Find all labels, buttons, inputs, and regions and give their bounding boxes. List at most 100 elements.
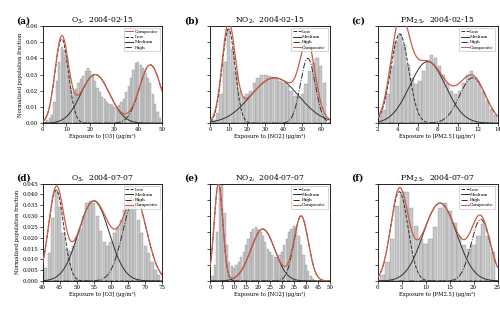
Bar xyxy=(157,275,160,281)
Bar xyxy=(156,112,158,123)
Bar xyxy=(446,83,450,123)
Bar xyxy=(212,120,216,123)
X-axis label: Exposure to [PM2.5] (μg/m³): Exposure to [PM2.5] (μg/m³) xyxy=(400,134,476,139)
Bar xyxy=(462,245,466,281)
Title: NO$_2$,  2004-02-15: NO$_2$, 2004-02-15 xyxy=(236,14,304,26)
Bar xyxy=(406,65,409,123)
Bar xyxy=(120,220,123,281)
Bar xyxy=(312,63,315,123)
Bar xyxy=(402,45,406,123)
Bar xyxy=(286,86,289,123)
Bar xyxy=(82,76,84,123)
Bar xyxy=(249,91,252,123)
Bar xyxy=(80,79,82,123)
Legend: Composite, Low, Medium, High: Composite, Low, Medium, High xyxy=(124,28,160,51)
Bar xyxy=(450,91,454,123)
Bar xyxy=(212,276,214,281)
Bar xyxy=(260,232,262,281)
Bar xyxy=(288,232,290,281)
Bar xyxy=(137,62,140,123)
Bar xyxy=(476,235,480,281)
Bar xyxy=(312,279,314,281)
Bar xyxy=(130,203,133,281)
Legend: Low, Medium, High, Composite: Low, Medium, High, Composite xyxy=(124,186,160,209)
Bar xyxy=(262,235,264,281)
Title: O$_3$,  2004-07-07: O$_3$, 2004-07-07 xyxy=(71,172,134,183)
Bar xyxy=(305,265,307,281)
Bar xyxy=(224,213,226,281)
Bar xyxy=(482,92,486,123)
Bar xyxy=(51,218,54,281)
Bar xyxy=(96,88,98,123)
Text: (a): (a) xyxy=(16,16,30,25)
Bar xyxy=(140,234,143,281)
Bar xyxy=(220,94,223,123)
Bar xyxy=(422,71,426,123)
Bar xyxy=(426,62,430,123)
Bar xyxy=(322,83,326,123)
Bar xyxy=(108,104,110,123)
Bar xyxy=(430,55,434,123)
Bar xyxy=(494,115,498,123)
Bar xyxy=(378,115,382,123)
X-axis label: Exposure to [NO2] (μg/m³): Exposure to [NO2] (μg/m³) xyxy=(234,292,306,297)
Bar xyxy=(254,227,256,281)
Bar xyxy=(113,107,116,123)
Bar xyxy=(113,234,116,281)
Bar xyxy=(276,257,278,281)
Title: O$_3$,  2004-02-15: O$_3$, 2004-02-15 xyxy=(71,14,134,26)
Legend: Low, Medium, High, Composite: Low, Medium, High, Composite xyxy=(459,186,496,209)
Bar xyxy=(54,102,56,123)
Bar xyxy=(132,70,134,123)
Bar xyxy=(245,245,247,281)
X-axis label: Exposure to [NO2] (μg/m³): Exposure to [NO2] (μg/m³) xyxy=(234,134,306,139)
Bar xyxy=(490,252,495,281)
Bar xyxy=(125,92,128,123)
Bar xyxy=(242,252,245,281)
Bar xyxy=(398,34,402,123)
Bar xyxy=(442,203,447,281)
Bar xyxy=(216,113,219,123)
Bar xyxy=(41,275,44,281)
Bar xyxy=(390,67,394,123)
Bar xyxy=(300,245,302,281)
Bar xyxy=(319,67,322,123)
Bar xyxy=(454,94,458,123)
Bar xyxy=(302,255,304,281)
Bar xyxy=(242,97,245,123)
Bar xyxy=(438,67,442,123)
Bar xyxy=(99,231,102,281)
Bar xyxy=(433,227,438,281)
Bar xyxy=(68,251,71,281)
Bar xyxy=(144,246,146,281)
Bar xyxy=(126,201,130,281)
Bar xyxy=(135,63,137,123)
Bar xyxy=(75,238,78,281)
Bar xyxy=(63,50,65,123)
Bar xyxy=(66,58,68,123)
Bar xyxy=(116,107,118,123)
Bar xyxy=(478,84,482,123)
Bar xyxy=(290,91,293,123)
Bar xyxy=(158,118,161,123)
Bar xyxy=(86,203,88,281)
Bar xyxy=(51,115,53,123)
Bar xyxy=(282,83,286,123)
Bar xyxy=(316,58,318,123)
Bar xyxy=(68,75,70,123)
Y-axis label: Normalised population fraction: Normalised population fraction xyxy=(15,190,20,275)
Bar xyxy=(382,110,386,123)
Bar xyxy=(154,104,156,123)
X-axis label: Exposure to [PM2.5] (μg/m³): Exposure to [PM2.5] (μg/m³) xyxy=(400,292,476,297)
Bar xyxy=(236,265,238,281)
Bar xyxy=(256,78,260,123)
Bar xyxy=(111,105,113,123)
Bar xyxy=(150,262,154,281)
Bar xyxy=(128,86,130,123)
Bar xyxy=(410,78,414,123)
Bar xyxy=(230,266,233,281)
Bar xyxy=(60,47,63,123)
Bar xyxy=(278,81,282,123)
Bar xyxy=(400,192,404,281)
Bar xyxy=(414,226,418,281)
